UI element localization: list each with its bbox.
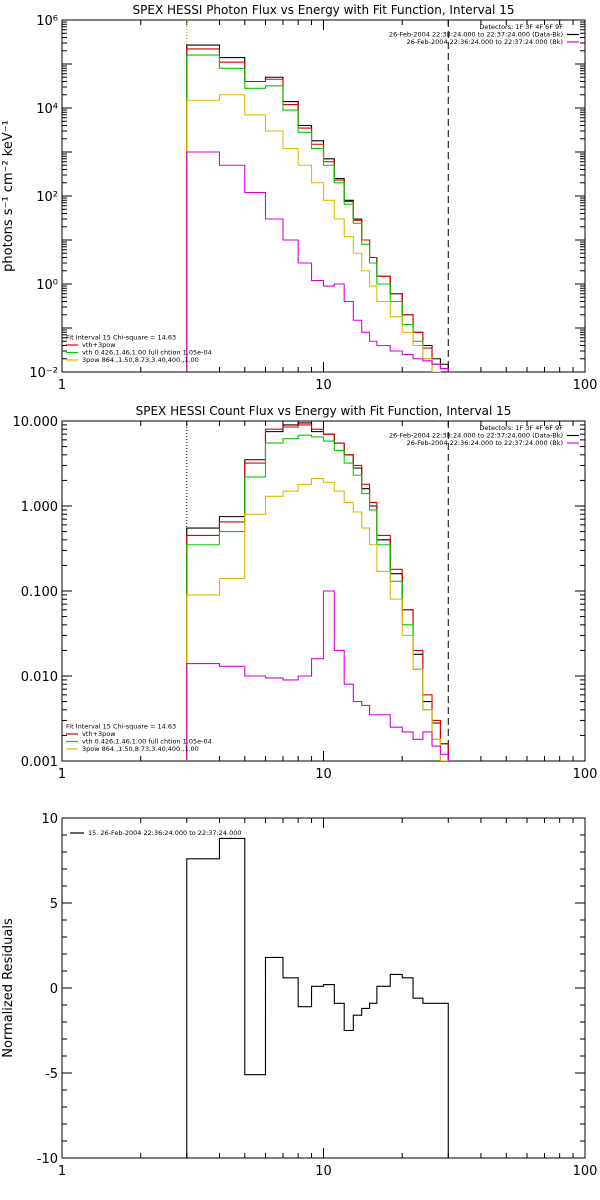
series-3pow bbox=[186, 478, 449, 761]
y-tick-label: 1.000 bbox=[21, 500, 58, 515]
series-bk bbox=[186, 151, 449, 372]
y-axis-label: Normalized Residuals bbox=[1, 918, 16, 1058]
y-axis-label: photons s⁻¹ cm⁻² keV⁻¹ bbox=[1, 120, 16, 272]
legend-entry: 3pow 864.,1.50,8.73,3.40,400.,1.00 bbox=[82, 745, 199, 753]
legend-entry: Fit Interval 15 Chi-square = 14.63 bbox=[66, 723, 176, 731]
y-tick-label: -10 bbox=[37, 1152, 58, 1167]
x-tick-label: 100 bbox=[573, 1164, 598, 1179]
legend-entry: 15. 26-Feb-2004 22:36:24.000 to 22:37:24… bbox=[88, 829, 241, 837]
chart-title: SPEX HESSI Photon Flux vs Energy with Fi… bbox=[133, 3, 515, 17]
x-tick-label: 10 bbox=[315, 378, 332, 393]
x-tick-label: 100 bbox=[573, 378, 598, 393]
series-vth-3pow bbox=[186, 424, 449, 761]
y-tick-label: 10⁴ bbox=[36, 102, 58, 117]
legend-entry: 3pow 864.,1.50,8.73,3.40,400.,1.00 bbox=[82, 356, 199, 364]
y-tick-label: -5 bbox=[45, 1067, 58, 1082]
axes-frame bbox=[61, 817, 586, 1159]
x-tick-label: 1 bbox=[58, 767, 66, 782]
legend-entry: Detectors: 1F 3F 4F 6F 9F bbox=[479, 23, 563, 31]
legend-entry: vth 0.426,1.46,1.00 full chtion 1.05e-04 bbox=[82, 738, 212, 746]
series-vth-3pow bbox=[186, 48, 449, 372]
y-tick-label: 10.000 bbox=[13, 415, 59, 430]
chart-title: SPEX HESSI Count Flux vs Energy with Fit… bbox=[136, 404, 512, 418]
x-tick-label: 100 bbox=[573, 767, 598, 782]
series-bk bbox=[186, 590, 449, 761]
legend-entry: vth+3pow bbox=[82, 730, 116, 738]
legend-entry: vth+3pow bbox=[82, 341, 116, 349]
legend-entry: 26-Feb-2004 22:38:24.000 to 22:37:24.000… bbox=[389, 432, 563, 440]
y-tick-label: 10² bbox=[36, 190, 58, 205]
series-vth bbox=[186, 54, 433, 372]
legend-entry: 26-Feb-2004 22:38:24.000 to 22:37:24.000… bbox=[389, 31, 563, 39]
legend-entry: Fit Interval 15 Chi-square = 14.63 bbox=[66, 334, 176, 342]
x-tick-label: 10 bbox=[315, 767, 332, 782]
y-tick-label: 10⁻² bbox=[29, 366, 58, 381]
legend-entry: vth 0.426,1.46,1.00 full chtion 1.05e-04 bbox=[82, 349, 212, 357]
legend-entry: Detectors: 1F 3F 4F 6F 9F bbox=[479, 424, 563, 432]
series-3pow bbox=[186, 94, 441, 372]
legend-entry: 26-Feb-2004 22:36:24.000 to 22:37:24.000… bbox=[407, 38, 563, 46]
series-vth bbox=[186, 434, 441, 761]
x-tick-label: 10 bbox=[315, 1164, 332, 1179]
y-tick-label: 5 bbox=[50, 897, 58, 912]
x-tick-label: 1 bbox=[58, 378, 66, 393]
x-tick-label: 1 bbox=[58, 1164, 66, 1179]
y-tick-label: 0.010 bbox=[21, 670, 58, 685]
y-tick-label: 10⁶ bbox=[36, 14, 58, 29]
series-data-bk bbox=[186, 422, 449, 761]
legend-entry: 26-Feb-2004 22:36:24.000 to 22:37:24.000… bbox=[407, 439, 563, 447]
y-tick-label: 10 bbox=[41, 812, 58, 827]
chart-panel-2: SPEX HESSI Count Flux vs Energy with Fit… bbox=[13, 404, 598, 782]
y-tick-label: 0.001 bbox=[21, 755, 58, 770]
y-tick-label: 0.100 bbox=[21, 585, 58, 600]
chart-panel-3: 1 10 100 -10 -5 0 5 10 Normalized Residuals 15. 2… bbox=[1, 812, 597, 1179]
y-tick-label: 0 bbox=[50, 982, 58, 997]
series-15-26-feb-2004-22-36-24-000-to-22-37-24-000 bbox=[186, 837, 449, 1158]
y-tick-label: 10⁰ bbox=[36, 278, 58, 293]
chart-panel-1: SPEX HESSI Photon Flux vs Energy with Fi… bbox=[1, 3, 597, 393]
